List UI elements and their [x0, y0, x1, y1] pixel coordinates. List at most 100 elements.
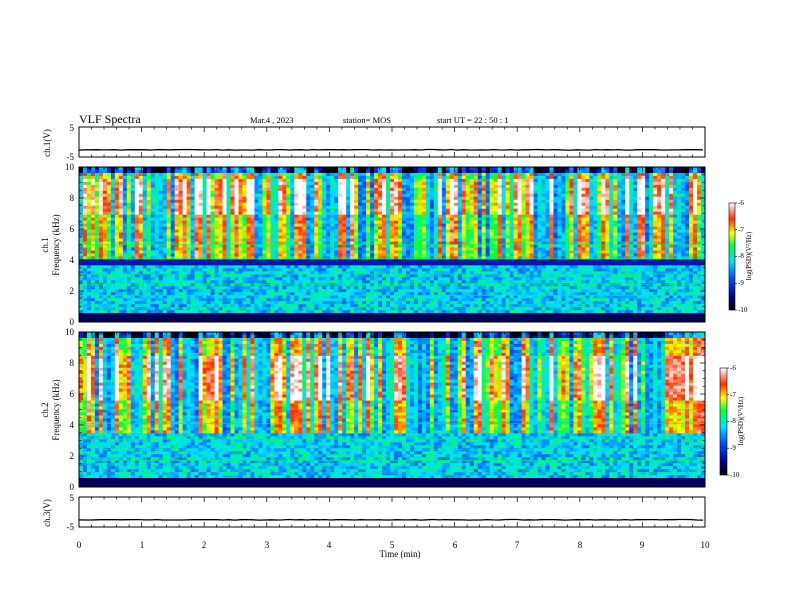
spectrogram-cell: [665, 205, 670, 210]
spectrogram-cell: [354, 199, 359, 204]
spectrogram-cell: [429, 167, 435, 171]
spectrogram-cell: [465, 226, 471, 230]
spectrogram-cell: [290, 184, 295, 189]
spectrogram-cell: [206, 199, 211, 204]
spectrogram-cell: [561, 169, 566, 174]
spectrogram-cell: [138, 223, 144, 227]
spectrogram-cell: [509, 181, 514, 186]
spectrogram-cell: [693, 169, 698, 174]
spectrogram-cell: [378, 232, 383, 236]
spectrogram-cell: [597, 184, 602, 189]
spectrogram-cell: [118, 259, 124, 263]
spectrogram-cell: [629, 205, 634, 210]
spectrogram-cell: [413, 205, 419, 210]
spectrogram-cell: [322, 211, 327, 215]
spectrogram-cell: [509, 253, 514, 257]
spectrogram-cell: [569, 181, 574, 186]
spectrogram-cell: [421, 232, 427, 236]
spectrogram-cell: [170, 175, 175, 180]
spectrogram-cell: [609, 178, 614, 183]
spectrogram-cell: [561, 250, 566, 254]
spectrogram-cell: [485, 256, 490, 260]
spectrogram-cell: [166, 238, 172, 242]
spectrogram-cell: [541, 217, 546, 221]
spectrogram-cell: [194, 250, 199, 254]
spectrogram-cell: [238, 232, 243, 236]
spectrogram-cell: [366, 214, 371, 218]
spectrogram-cell: [521, 217, 526, 221]
spectrogram-cell: [334, 217, 339, 221]
spectrogram-cell: [334, 241, 339, 245]
spectrogram-cell: [178, 193, 183, 198]
spectrogram-cell: [286, 167, 291, 171]
spectrogram-cell: [593, 181, 598, 186]
spectrogram-cell: [350, 184, 355, 189]
spectrogram-cell: [234, 217, 239, 221]
spectrogram-cell: [370, 208, 375, 213]
spectrogram-cell: [79, 226, 84, 230]
spectrogram-cell: [150, 226, 156, 230]
spectrogram-cell: [222, 241, 227, 245]
spectrogram-cell: [178, 229, 183, 233]
spectrogram-cell: [481, 223, 486, 227]
spectrogram-cell: [130, 169, 136, 174]
spectrogram-cell: [497, 217, 502, 221]
spectrogram-cell: [190, 223, 195, 227]
spectrogram-cell: [417, 223, 423, 227]
spectrogram-cell: [138, 259, 144, 263]
spectrogram-cell: [258, 175, 263, 180]
spectrogram-cell: [310, 202, 315, 207]
spectrogram-cell: [601, 187, 606, 192]
spectrogram-cell: [445, 235, 451, 239]
spectrogram-cell: [581, 208, 586, 213]
spectrogram-cell: [198, 190, 203, 195]
spectrogram-cell: [617, 238, 622, 242]
spectrogram-cell: [330, 208, 335, 213]
spectrogram-cell: [238, 202, 243, 207]
spectrogram-cell: [505, 208, 510, 213]
spectrogram-cell: [294, 250, 299, 254]
spectrogram-cell: [545, 214, 550, 218]
spectrogram-cell: [533, 256, 538, 260]
spectrogram-cell: [154, 202, 160, 207]
spectrogram-cell: [254, 175, 259, 180]
spectrogram-cell: [250, 208, 255, 213]
spectrogram-cell: [497, 178, 502, 183]
spectrogram-cell: [122, 167, 128, 171]
spectrogram-cell: [401, 241, 407, 245]
spectrogram-cell: [689, 175, 694, 180]
spectrogram-cell: [441, 178, 447, 183]
spectrogram-cell: [405, 193, 411, 198]
spectrogram-cell: [573, 220, 578, 224]
spectrogram-cell: [110, 178, 116, 183]
spectrogram-cell: [134, 190, 140, 195]
spectrogram-cell: [334, 181, 339, 186]
spectrogram-cell: [166, 256, 172, 260]
spectrogram-cell: [266, 229, 271, 233]
spectrogram-cell: [537, 199, 542, 204]
spectrogram-cell: [278, 190, 283, 195]
spectrogram-cell: [393, 178, 399, 183]
spectrogram-cell: [194, 178, 199, 183]
spectrogram-cell: [234, 211, 239, 215]
spectrogram-cell: [130, 184, 136, 189]
spectrogram-cell: [429, 241, 435, 245]
spectrogram-cell: [497, 181, 502, 186]
spectrogram-cell: [453, 181, 459, 186]
spectrogram-cell: [79, 184, 84, 189]
spectrogram-cell: [294, 202, 299, 207]
spectrogram-cell: [677, 202, 682, 207]
spectrogram-cell: [585, 256, 590, 260]
spectrogram-cell: [342, 205, 347, 210]
spectrogram-cell: [98, 208, 104, 213]
spectrogram-cell: [545, 187, 550, 192]
spectrogram-cell: [493, 241, 498, 245]
spectrogram-cell: [633, 232, 638, 236]
spectrogram-cell: [613, 187, 618, 192]
spectrogram-cell: [226, 187, 231, 192]
spectrogram-cell: [386, 247, 391, 251]
spectrogram-cell: [338, 199, 343, 204]
spectrogram-cell: [481, 205, 486, 210]
spectrogram-cell: [118, 232, 124, 236]
spectrogram-cell: [609, 250, 614, 254]
